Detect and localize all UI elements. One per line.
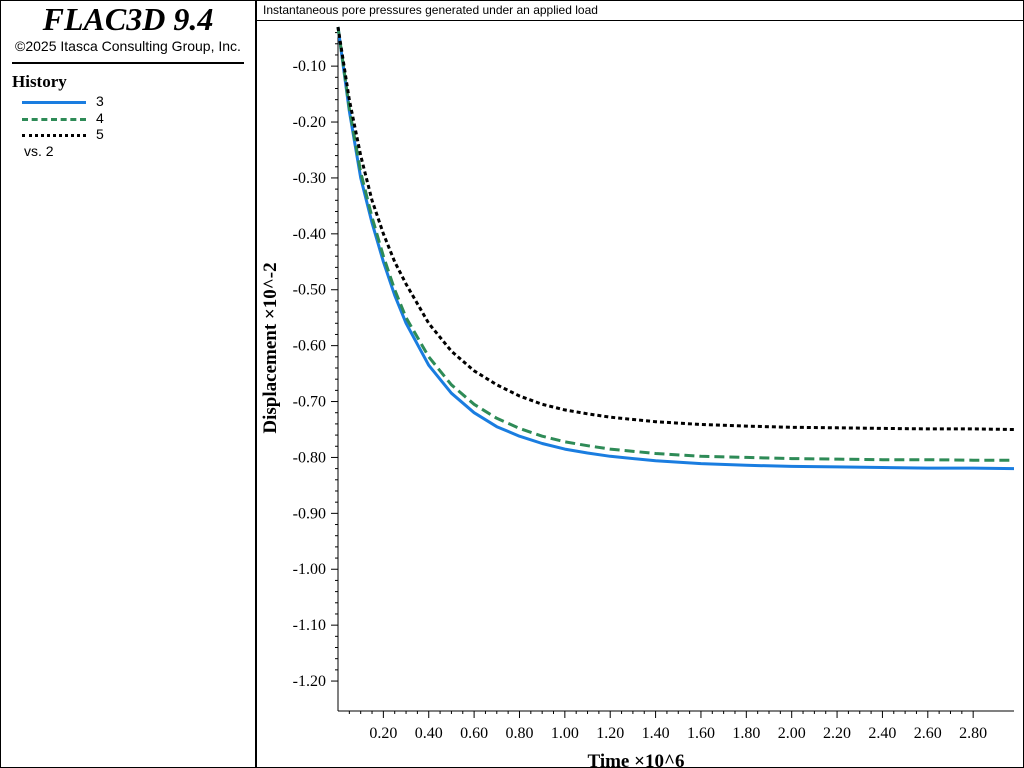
y-tick-label: -0.80 (293, 449, 326, 466)
legend-line-dashed (22, 118, 86, 121)
x-tick-label: 2.40 (868, 725, 896, 742)
y-tick-label: -0.90 (293, 505, 326, 522)
x-tick-label: 1.40 (642, 725, 670, 742)
x-tick-label: 0.60 (460, 725, 488, 742)
x-tick-label: 0.80 (505, 725, 533, 742)
series-3-line (336, 26, 1015, 471)
x-tick-label: 2.20 (823, 725, 851, 742)
copyright-text: ©2025 Itasca Consulting Group, Inc. (15, 38, 241, 54)
legend-label: 4 (96, 110, 104, 126)
history-chart: -0.10 -0.20 -0.30 -0.40 -0.50 -0.60 -0.70 -0.80… (260, 26, 1015, 768)
plot-title: Instantaneous pore pressures generated u… (263, 3, 598, 17)
y-tick-label: -0.60 (293, 338, 326, 355)
y-tick-label: -0.10 (293, 58, 326, 75)
legend-line-dotted (22, 134, 86, 137)
app-title: FLAC3D 9.4 (42, 1, 214, 37)
y-tick-label: -0.50 (293, 282, 326, 299)
x-tick-label: 0.20 (369, 725, 397, 742)
x-tick-label: 2.80 (959, 725, 987, 742)
y-axis-label: Displacement ×10^-2 (260, 262, 281, 433)
legend-line-solid (22, 101, 86, 104)
y-tick-label: -1.00 (293, 561, 326, 578)
legend-heading: History (12, 72, 67, 91)
y-tick-label: -0.70 (293, 394, 326, 411)
x-tick-label: 0.40 (415, 725, 443, 742)
legend-label: 3 (96, 93, 104, 109)
series-4-line (336, 26, 1014, 462)
x-axis-label: Time ×10^6 (588, 751, 685, 768)
y-tick-label: -0.20 (293, 114, 326, 131)
y-tick-label: -0.30 (293, 170, 326, 187)
x-tick-label: 1.20 (596, 725, 624, 742)
y-tick-label: -1.20 (293, 673, 326, 690)
legend-item-5: 5 (22, 126, 222, 143)
legend-item-3: 3 (22, 93, 222, 110)
x-tick-label: 1.80 (732, 725, 760, 742)
x-tick-label: 1.00 (551, 725, 579, 742)
legend-vs-label: vs. 2 (24, 143, 54, 159)
x-tick-label: 1.60 (687, 725, 715, 742)
title-rule (256, 20, 1024, 21)
header-rule (12, 62, 244, 64)
series-5-line (336, 26, 1015, 431)
x-tick-label: 2.00 (778, 725, 806, 742)
panel-divider (255, 0, 257, 768)
y-tick-label: -0.40 (293, 226, 326, 243)
y-tick-label: -1.10 (293, 617, 326, 634)
x-tick-label: 2.60 (914, 725, 942, 742)
legend-item-4: 4 (22, 110, 222, 127)
legend-label: 5 (96, 126, 104, 142)
